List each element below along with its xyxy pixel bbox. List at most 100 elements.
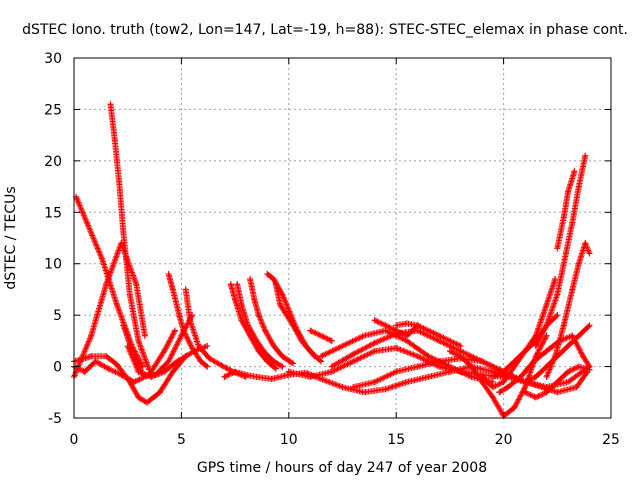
data-point [479,379,486,385]
data-point [232,296,239,303]
data-point [586,366,593,373]
data-series [446,332,550,419]
data-series [247,276,297,367]
data-point [88,353,95,360]
data-point [161,348,168,355]
data-point [382,386,389,393]
data-point [393,327,400,334]
data-point [107,101,114,108]
data-point [425,353,432,360]
data-point [543,301,550,308]
data-point [575,332,582,339]
data-point [496,389,503,396]
data-point [264,358,271,365]
data-point [360,332,367,339]
data-point [88,332,95,339]
data-point [279,363,286,370]
data-point [504,384,511,391]
data-point [436,337,443,344]
data-point [552,276,559,283]
data-point [277,301,284,308]
data-point [543,373,550,380]
data-point [562,250,569,257]
data-point [393,322,400,329]
data-point [251,296,258,303]
data-point [247,276,254,283]
data-point [98,255,105,262]
x-tick-label: 10 [280,432,298,448]
data-point [457,353,464,360]
data-point [126,291,133,298]
data-point [457,348,464,355]
y-tick-label: 25 [44,102,62,118]
data-point [489,384,496,391]
data-point [560,214,567,221]
data-point [285,368,292,375]
data-point [511,404,518,411]
data-point [543,322,550,329]
data-point [171,327,178,334]
data-point [169,368,176,375]
data-point [350,358,357,365]
data-layer [71,101,593,419]
data-point [522,379,529,385]
data-point [268,375,275,382]
y-axis-label: dSTEC / TECUs [3,186,19,289]
data-point [156,389,163,396]
data-point [543,389,550,396]
data-point [135,337,142,344]
data-point [543,348,550,355]
data-point [176,312,183,319]
data-point [83,219,90,226]
data-point [339,343,346,349]
data-point [242,371,249,378]
data-point [403,379,410,385]
data-point [582,152,589,159]
data-point [382,322,389,329]
data-point [234,281,241,288]
data-point [569,219,576,226]
data-point [182,286,189,293]
x-tick-label: 15 [387,432,405,448]
data-point [221,373,228,380]
data-point [565,343,572,349]
data-point [565,379,572,385]
x-tick-label: 5 [177,432,186,448]
data-point [436,363,443,370]
data-point [105,365,112,372]
data-point [262,327,269,334]
x-tick-label: 0 [70,432,79,448]
data-point [543,332,550,339]
data-point [565,188,572,195]
data-point [532,394,539,401]
data-point [339,384,346,391]
data-point [144,399,151,406]
data-point [232,368,239,375]
x-tick-label: 20 [495,432,513,448]
data-point [133,281,140,288]
data-point [270,358,277,365]
data-point [298,337,305,344]
data-point [307,348,314,355]
data-point [120,229,127,236]
data-point [425,373,432,380]
data-point [569,286,576,293]
data-point [403,332,410,339]
data-point [279,353,286,360]
y-tick-label: 0 [53,360,62,376]
y-tick-label: 5 [53,308,62,324]
data-point [468,373,475,380]
data-point [204,363,211,370]
data-series [107,101,153,373]
data-point [148,373,155,380]
y-tick-label: -5 [48,411,62,427]
data-point [189,345,196,352]
axis-ticks: 0 5 10 15 20 25 -5 0 5 10 15 20 25 30 [44,51,620,448]
data-point [253,337,260,344]
data-point [328,368,335,375]
data-point [307,327,314,334]
data-point [307,373,314,380]
data-point [554,312,561,319]
plot-frame [73,57,612,419]
data-point [290,360,297,367]
